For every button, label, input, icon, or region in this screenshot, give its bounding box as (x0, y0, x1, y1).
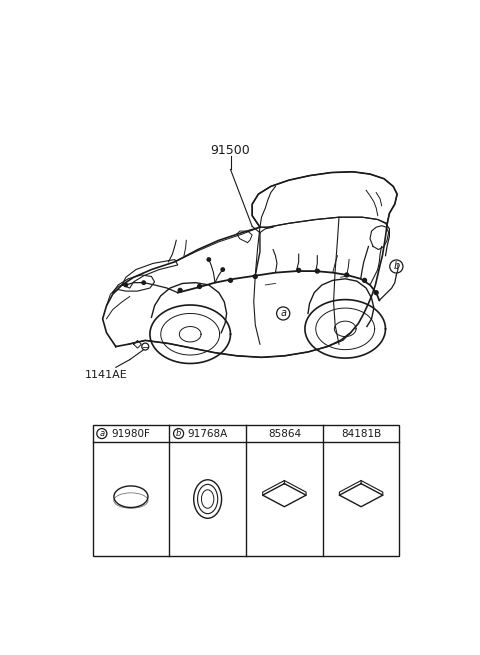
Circle shape (228, 278, 232, 282)
Circle shape (315, 269, 319, 273)
Circle shape (198, 284, 202, 288)
Text: a: a (280, 309, 286, 318)
Text: b: b (393, 261, 399, 271)
Circle shape (297, 269, 300, 272)
Circle shape (178, 288, 182, 292)
Circle shape (207, 258, 211, 261)
Circle shape (124, 283, 128, 287)
Text: 91980F: 91980F (111, 428, 150, 439)
Bar (93, 425, 399, 556)
Circle shape (253, 274, 257, 278)
Circle shape (142, 281, 145, 284)
Text: 91768A: 91768A (188, 428, 228, 439)
Text: b: b (176, 429, 181, 438)
Circle shape (221, 268, 225, 271)
Text: 91500: 91500 (211, 143, 251, 157)
Text: 1141AE: 1141AE (85, 370, 128, 380)
Text: a: a (99, 429, 105, 438)
Text: 85864: 85864 (268, 428, 301, 439)
Circle shape (345, 273, 348, 277)
Circle shape (362, 278, 367, 282)
Text: 84181B: 84181B (341, 428, 381, 439)
Circle shape (374, 291, 378, 295)
